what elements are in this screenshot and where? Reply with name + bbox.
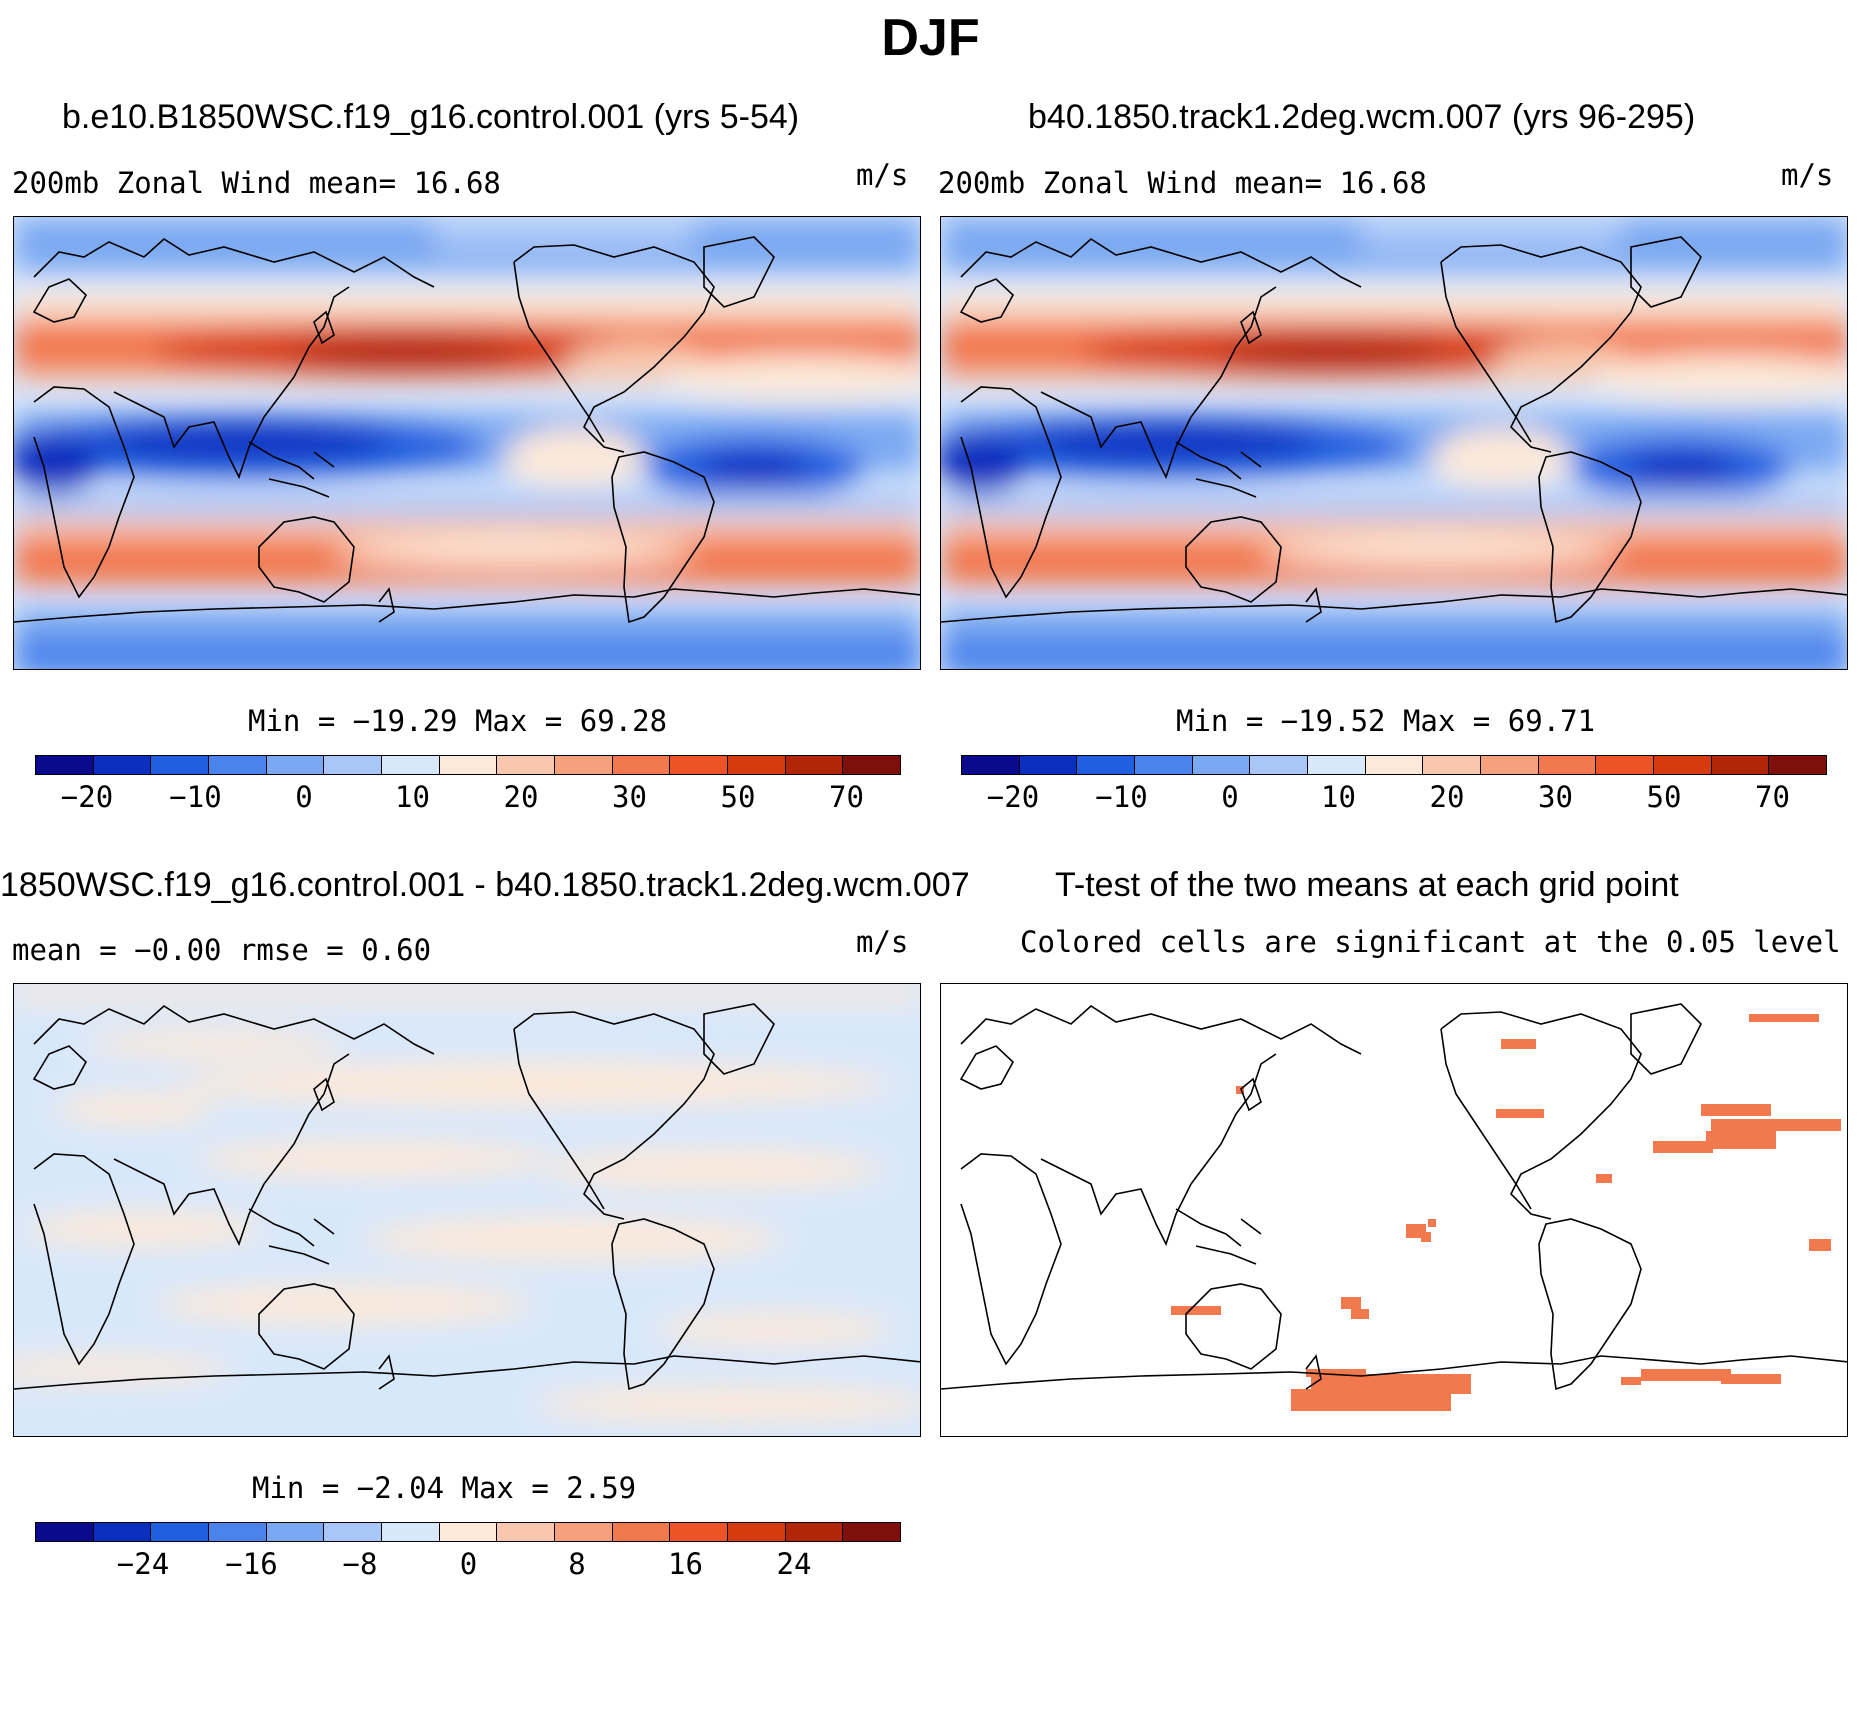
colorbar-swatch [785,756,844,774]
case1-colorbar [35,755,901,775]
case2-colorbar-ticks: −20 −10 0 10 20 30 50 70 [961,780,1827,814]
colorbar-tick-label: 50 [720,780,756,814]
colorbar-swatch [728,756,786,774]
colorbar-swatch [555,756,613,774]
colorbar-swatch [555,1523,613,1541]
colorbar-swatch [209,756,267,774]
colorbar-tick-label: 16 [668,1547,703,1581]
colorbar-swatch [612,1523,671,1541]
colorbar-swatch [382,1523,440,1541]
colorbar-swatch [324,1523,383,1541]
colorbar-tick-label: −24 [116,1547,170,1581]
colorbar-tick-label: 10 [395,780,430,814]
colorbar-tick-label: 24 [776,1547,812,1581]
diff-colorbar-ticks: −24 −16 −8 0 8 16 24 [35,1547,901,1581]
colorbar-swatch [93,1523,152,1541]
ttest-subtitle: Colored cells are significant at the 0.0… [1020,925,1841,959]
diff-minmax: Min = −2.04 Max = 2.59 [252,1471,637,1505]
case1-units: m/s [856,158,909,192]
colorbar-swatch [1135,756,1193,774]
colorbar-swatch [1423,756,1482,774]
colorbar-swatch [151,1523,210,1541]
case1-colorbar-ticks: −20 −10 0 10 20 30 50 70 [35,780,901,814]
colorbar-swatch [1250,756,1309,774]
colorbar-swatch [151,756,210,774]
colorbar-swatch [1077,756,1136,774]
colorbar-swatch [324,756,383,774]
case2-title: b40.1850.track1.2deg.wcm.007 (yrs 96-295… [1028,98,1696,136]
colorbar-swatch [843,756,901,774]
colorbar-tick-label: −8 [342,1547,378,1581]
significant-cells [1171,1014,1841,1411]
colorbar-tick-label: 70 [829,780,864,814]
colorbar-swatch [1019,756,1078,774]
diff-colorbar [35,1522,901,1542]
colorbar-swatch [785,1523,844,1541]
case1-variable-label: 200mb Zonal Wind mean= 16.68 [12,166,501,200]
colorbar-swatch [36,756,94,774]
colorbar-swatch [962,756,1020,774]
colorbar-swatch [439,1523,498,1541]
ttest-map [940,983,1848,1437]
colorbar-swatch [1192,756,1251,774]
colorbar-tick-label: −20 [60,780,114,814]
diff-units: m/s [856,925,909,959]
colorbar-tick-label: 70 [1755,780,1790,814]
case1-map [13,216,921,670]
colorbar-swatch [439,756,498,774]
colorbar-tick-label: 0 [459,1547,478,1581]
colorbar-tick-label: 0 [1221,780,1239,814]
colorbar-tick-label: −16 [225,1547,278,1581]
colorbar-swatch [670,1523,729,1541]
case2-minmax: Min = −19.52 Max = 69.71 [1176,704,1596,738]
colorbar-tick-label: 30 [612,780,647,814]
case2-variable-label: 200mb Zonal Wind mean= 16.68 [938,166,1427,200]
figure-title: DJF [881,9,980,67]
colorbar-swatch [1538,756,1597,774]
colorbar-swatch [36,1523,94,1541]
colorbar-tick-label: 8 [568,1547,586,1581]
colorbar-swatch [93,756,152,774]
colorbar-swatch [497,756,556,774]
diff-title: 1850WSC.f19_g16.control.001 - b40.1850.t… [0,866,970,904]
colorbar-swatch [1308,756,1366,774]
colorbar-tick-label: −10 [1095,780,1148,814]
ttest-title: T-test of the two means at each grid poi… [1055,866,1679,904]
colorbar-tick-label: 20 [1429,780,1465,814]
case2-map [940,216,1848,670]
colorbar-swatch [497,1523,556,1541]
colorbar-swatch [612,756,671,774]
colorbar-tick-label: −10 [169,780,222,814]
colorbar-tick-label: 50 [1646,780,1682,814]
colorbar-swatch [1365,756,1424,774]
colorbar-swatch [1711,756,1770,774]
colorbar-tick-label: 0 [295,780,313,814]
diff-stats: mean = −0.00 rmse = 0.60 [12,933,432,967]
diff-map [13,983,921,1437]
case1-minmax: Min = −19.29 Max = 69.28 [248,704,668,738]
colorbar-swatch [266,1523,325,1541]
colorbar-swatch [209,1523,267,1541]
case2-colorbar [961,755,1827,775]
colorbar-tick-label: −20 [986,780,1040,814]
colorbar-swatch [843,1523,901,1541]
case2-units: m/s [1781,158,1834,192]
case1-title: b.e10.B1850WSC.f19_g16.control.001 (yrs … [62,98,800,136]
colorbar-swatch [382,756,440,774]
colorbar-swatch [1596,756,1655,774]
colorbar-tick-label: 10 [1321,780,1356,814]
colorbar-tick-label: 20 [503,780,539,814]
colorbar-swatch [1481,756,1539,774]
colorbar-swatch [266,756,325,774]
colorbar-swatch [728,1523,786,1541]
colorbar-tick-label: 30 [1538,780,1573,814]
colorbar-swatch [1769,756,1827,774]
colorbar-swatch [1654,756,1712,774]
colorbar-swatch [670,756,729,774]
